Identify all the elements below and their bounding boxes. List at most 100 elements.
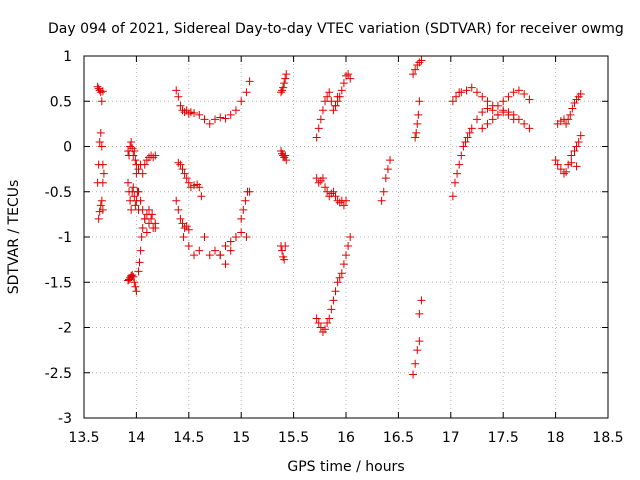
- data-point: [98, 160, 107, 169]
- data-point: [318, 106, 327, 115]
- data-point: [136, 196, 145, 205]
- series-arc-ac: [478, 108, 518, 133]
- data-point: [314, 178, 323, 187]
- data-point: [134, 187, 143, 196]
- data-point: [325, 88, 334, 97]
- data-point: [325, 314, 334, 323]
- x-axis-title: GPS time / hours: [287, 459, 404, 475]
- data-point: [221, 242, 230, 251]
- data-point: [182, 106, 191, 115]
- data-point: [241, 196, 250, 205]
- data-point: [129, 183, 138, 192]
- y-tick-label: -2.5: [45, 366, 72, 382]
- data-point: [525, 95, 534, 104]
- data-point: [281, 74, 290, 83]
- data-point: [136, 246, 145, 255]
- data-point: [205, 251, 214, 260]
- data-point: [280, 79, 289, 88]
- data-point: [520, 119, 529, 128]
- data-point: [211, 115, 219, 124]
- data-point: [478, 124, 487, 133]
- series-arc-i: [134, 187, 160, 232]
- x-tick-label: 14: [127, 430, 145, 446]
- data-point: [242, 88, 251, 97]
- data-point: [281, 151, 290, 160]
- data-point: [125, 275, 134, 284]
- data-point: [321, 325, 330, 334]
- data-point: [242, 233, 251, 241]
- data-point: [562, 167, 571, 176]
- data-point: [94, 84, 103, 93]
- y-tick-label: -2: [58, 321, 72, 337]
- data-point: [138, 223, 147, 232]
- data-point: [180, 169, 189, 178]
- data-point: [459, 142, 468, 151]
- data-point: [94, 214, 103, 223]
- data-point: [278, 246, 287, 255]
- data-point: [96, 201, 105, 210]
- data-point: [280, 255, 289, 264]
- data-point: [333, 97, 342, 106]
- data-point: [570, 147, 579, 156]
- data-point: [509, 88, 518, 97]
- x-tick-label: 13.5: [68, 430, 99, 446]
- data-point: [342, 251, 350, 260]
- data-point: [572, 142, 581, 151]
- data-point: [216, 113, 225, 122]
- data-point: [339, 79, 348, 88]
- data-point: [221, 260, 230, 269]
- data-point: [478, 108, 487, 117]
- data-point: [97, 196, 106, 205]
- series-arc-n: [216, 187, 254, 260]
- series-arc-q: [277, 70, 291, 97]
- data-point: [331, 192, 340, 201]
- data-point: [452, 92, 461, 101]
- data-point: [176, 214, 185, 223]
- data-point: [473, 88, 481, 97]
- data-point: [127, 137, 136, 146]
- data-point: [151, 151, 160, 160]
- data-point: [182, 222, 191, 231]
- chart-title: Day 094 of 2021, Sidereal Day-to-day VTE…: [48, 21, 624, 37]
- data-point: [467, 124, 476, 133]
- x-tick-label: 17.5: [488, 430, 519, 446]
- y-tick-label: 0.5: [50, 94, 72, 110]
- y-tick-label: -1: [58, 230, 72, 246]
- data-point: [453, 169, 462, 178]
- data-point: [483, 97, 492, 106]
- data-point: [323, 92, 332, 101]
- series-arc-l: [172, 196, 193, 234]
- series-arc-ad: [551, 156, 581, 178]
- data-point: [149, 223, 158, 232]
- data-point: [195, 183, 204, 192]
- data-point: [138, 169, 147, 178]
- data-point: [195, 110, 204, 119]
- data-point: [142, 210, 151, 219]
- data-point: [98, 178, 107, 187]
- data-point: [282, 70, 291, 79]
- series-arc-ae: [553, 90, 585, 128]
- data-point: [415, 97, 424, 106]
- series-arc-m: [179, 228, 251, 269]
- data-point: [413, 119, 422, 128]
- x-tick-label: 18: [547, 430, 565, 446]
- data-point: [190, 109, 199, 118]
- data-point: [200, 233, 209, 241]
- data-point: [130, 278, 139, 287]
- series-arc-y: [409, 337, 424, 379]
- data-point: [140, 160, 149, 169]
- series-arc-ab: [448, 83, 534, 110]
- data-point: [567, 158, 576, 167]
- data-point: [149, 153, 158, 162]
- data-point: [98, 87, 107, 96]
- data-point: [493, 101, 502, 110]
- data-point: [179, 233, 188, 241]
- data-point: [417, 296, 426, 305]
- x-tick-label: 14.5: [173, 430, 204, 446]
- data-point: [344, 242, 353, 251]
- data-point: [197, 192, 206, 201]
- series-arc-h: [132, 151, 160, 178]
- data-point: [312, 133, 321, 142]
- data-point: [514, 86, 523, 95]
